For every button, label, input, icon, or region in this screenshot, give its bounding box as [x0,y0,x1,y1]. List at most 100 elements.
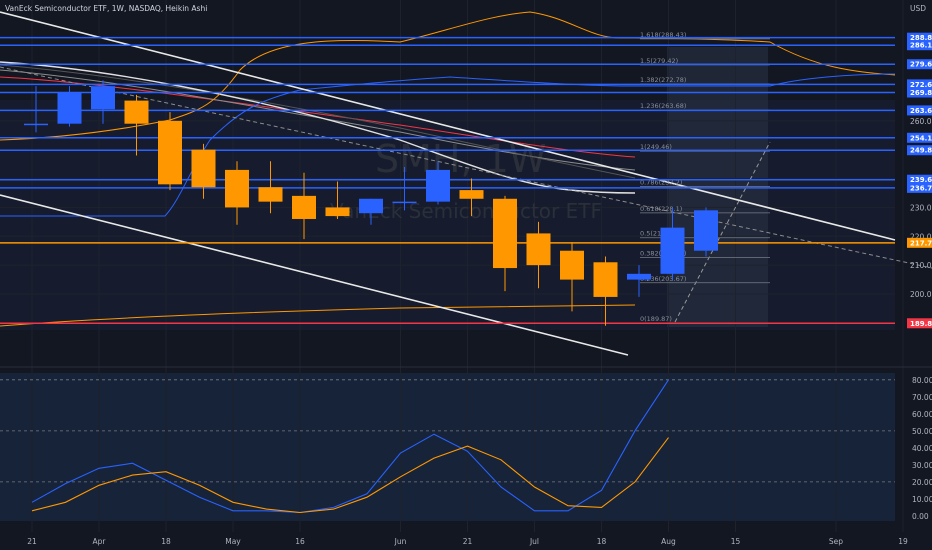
candle-body [426,169,450,202]
oscillator-series [31,437,669,514]
price-level-label: 288.80 [910,34,932,42]
time-tick-label: May [225,537,241,546]
price-level-badge [907,182,932,193]
price-level-label: 254.12 [910,134,932,142]
candle-body [158,120,182,185]
oscillator-axis[interactable]: 0.00 10.00 20.00 30.00 40.00 50.00 60.00 70.00 8… [912,376,932,521]
candle-body [124,100,149,124]
time-tick-label: 21 [463,537,473,546]
price-level-badge [907,174,932,185]
price-level-label: 286.19 [910,42,932,50]
price-level-badge [907,79,932,90]
candle-body [694,210,718,251]
time-tick-label: 16 [295,537,305,546]
time-tick-label: 18 [161,537,171,546]
candle-body [24,123,48,126]
fib-level-label: 0.5(219.45) [640,230,678,238]
price-level-badge [907,318,932,329]
fib-level-label: 0.786(237.2) [640,179,682,187]
price-level-badge [907,105,932,116]
time-tick-label: Jun [394,537,407,546]
candle-body [392,201,417,204]
candle-body [57,91,82,124]
currency-label: USD [910,4,926,13]
time-tick-label: Aug [661,537,676,546]
ma-white-line [0,61,636,194]
price-level-label: 263.61 [910,107,932,115]
dashed-projection-line [674,141,771,323]
ma-black-line [0,64,636,179]
time-tick-label: 21 [27,537,37,546]
oscillator-tick-label: 40.00 [912,444,932,453]
price-level-label: 249.82 [910,147,932,155]
candle-body [459,190,484,199]
fib-level-label: 1.236(263.68) [640,102,686,110]
price-axis[interactable]: 200.00210.00220.00230.00240.00250.00260.… [907,32,932,329]
oscillator-tick-label: 60.00 [912,410,932,419]
oscillator-tick-label: 30.00 [912,461,932,470]
lower-trend-line [0,194,629,356]
time-tick-label: 15 [731,537,741,546]
price-level-badge [907,87,932,98]
candle-body [593,262,618,297]
price-level-badge [907,40,932,51]
fib-level-label: 0.618(228.1) [640,205,682,213]
dashed-trend-line [0,66,932,269]
candles [24,80,718,326]
time-tick-label: 19 [898,537,908,546]
fib-level-label: 1(249.46) [640,143,672,151]
time-tick-label: Sep [829,537,843,546]
price-level-badge [907,237,932,248]
candle-body [292,195,316,219]
price-level-label: 269.81 [910,89,932,97]
price-level-label: 217.74 [910,239,932,247]
candle-body [526,233,551,266]
oscillator-tick-label: 10.00 [912,495,932,504]
baseline-line [0,304,636,327]
oscillator-tick-label: 20.00 [912,478,932,487]
time-tick-label: Jul [529,537,539,546]
price-level-label: 189.87 [910,320,932,328]
candle-body [225,169,249,208]
candle-body [627,273,651,280]
fib-level-label: 1.382(272.78) [640,76,686,84]
price-level-label: 279.60 [910,61,932,69]
fib-level-label: 0.236(203.67) [640,275,686,283]
candle-body [660,227,685,274]
price-tick-label: 260.00 [910,117,932,126]
fib-level-label: 1.5(279.42) [640,57,678,65]
fib-level-label: 1.618(288.43) [640,31,686,39]
upper-trend-line [0,11,896,241]
oscillator-series [31,379,669,514]
price-level-badge [907,32,932,43]
price-level-label: 236.77 [910,184,932,192]
horizontal-levels [0,36,895,325]
oscillator-tick-label: 70.00 [912,393,932,402]
time-tick-label: 18 [597,537,607,546]
oscillator [0,379,895,514]
candle-body [493,198,517,269]
ma-gray-line [0,69,636,171]
price-level-label: 239.60 [910,176,932,184]
candle-body [325,207,350,217]
chart-title: VanEck Semiconductor ETF, 1W, NASDAQ, He… [5,4,207,13]
price-level-badge [907,145,932,156]
candle-body [560,250,584,280]
price-tick-label: 200.00 [910,290,932,299]
candle-body [258,187,283,202]
price-tick-label: 220.00 [910,232,932,241]
oscillator-pane [0,373,895,521]
price-tick-label: 210.00 [910,261,932,270]
oscillator-tick-label: 80.00 [912,376,932,385]
time-axis[interactable]: 21 Apr 18 May 16 Jun 21 Jul 18 Aug 15 Sep 19 [27,537,908,546]
oscillator-tick-label: 50.00 [912,427,932,436]
candle-body [359,198,383,214]
oscillator-tick-label: 0.00 [912,512,929,521]
time-tick-label: Apr [93,537,107,546]
fib-level-label: 0(189.87) [640,315,672,323]
candle-body [191,149,216,188]
candle-body [91,86,115,110]
trend-lines [0,11,932,356]
price-level-badge [907,59,932,70]
